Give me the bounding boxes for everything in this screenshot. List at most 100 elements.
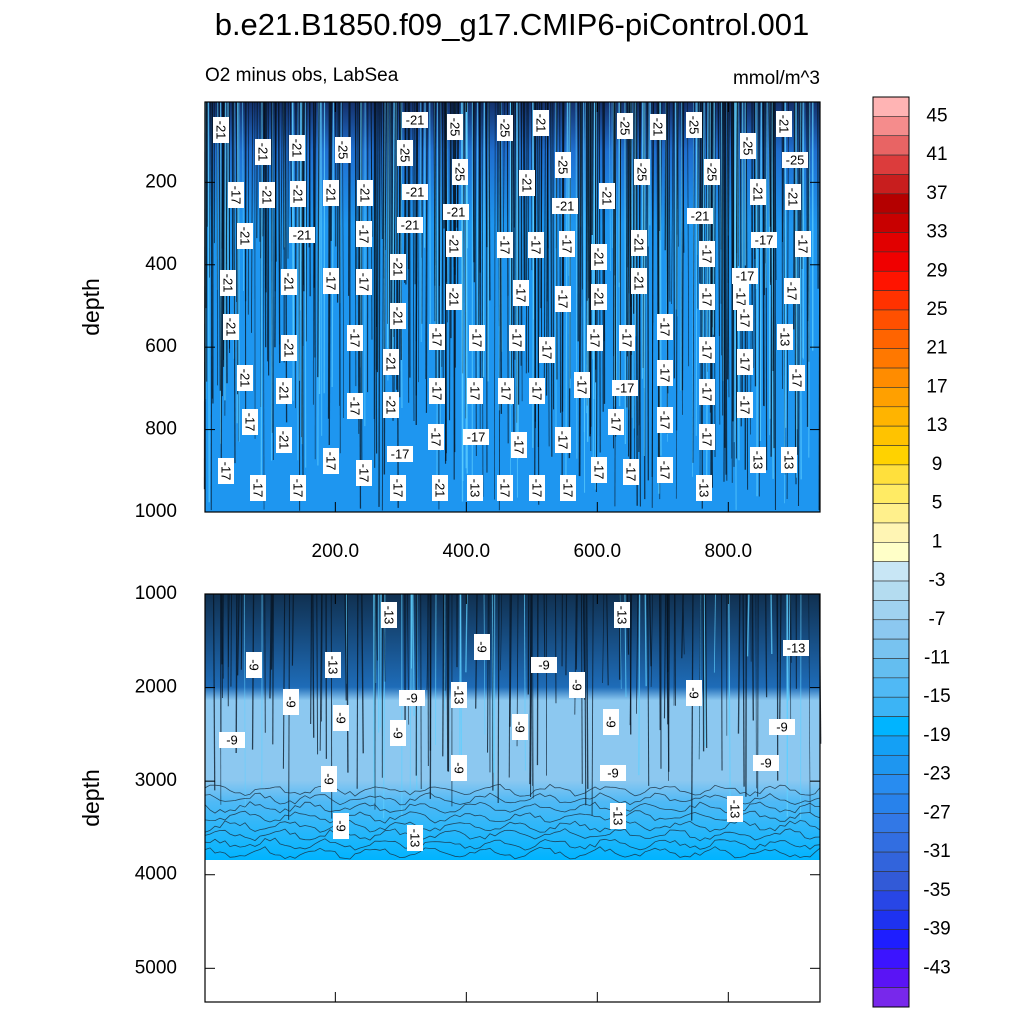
- colorbar-box: [873, 233, 909, 252]
- contour-label-group: -17: [608, 409, 624, 435]
- colorbar-label: -43: [923, 957, 950, 978]
- colorbar-label: -35: [923, 880, 950, 901]
- contour-label: -17: [324, 452, 339, 471]
- contour-label: -21: [224, 318, 239, 337]
- colorbar-label: -15: [923, 686, 950, 707]
- contour-label: -21: [406, 184, 425, 199]
- contour-line: [313, 594, 314, 738]
- y-tick-label: 800: [145, 419, 177, 440]
- colorbar-box: [873, 271, 909, 290]
- contour-label-group: -17: [555, 286, 571, 312]
- contour-label-group: -21: [289, 135, 305, 161]
- contour-line: [379, 102, 380, 507]
- contour-label: -17: [561, 479, 576, 498]
- contour-label-group: -21: [446, 284, 462, 310]
- colorbar-box: [873, 387, 909, 406]
- colorbar-box: [873, 852, 909, 871]
- contour-label: -17: [738, 396, 753, 415]
- contour-label: -17: [219, 462, 234, 481]
- contour-label: -13: [326, 656, 341, 675]
- contour-label: -17: [468, 382, 483, 401]
- colorbar-label: -11: [924, 648, 950, 669]
- contour-label: -9: [538, 657, 550, 672]
- contour-label: -25: [618, 117, 633, 136]
- contour-label: -21: [520, 174, 535, 193]
- contour-label-group: -21: [591, 284, 607, 310]
- contour-label: -17: [738, 353, 753, 372]
- contour-label: -21: [238, 369, 253, 388]
- contour-line: [357, 594, 358, 789]
- contour-label-group: -17: [356, 221, 372, 247]
- contour-label: -13: [728, 800, 743, 819]
- contour-label-group: -21: [259, 182, 275, 208]
- contour-label: -13: [382, 606, 397, 625]
- contour-label: -17: [498, 479, 513, 498]
- contour-line: [231, 594, 232, 687]
- contour-label: -9: [322, 773, 337, 785]
- contour-line: [273, 594, 274, 744]
- contour-label-group: -17: [356, 460, 372, 486]
- contour-line: [660, 594, 661, 730]
- x-tick-label: 800.0: [705, 541, 753, 562]
- colorbar-box: [873, 988, 909, 1007]
- colorbar-box: [873, 155, 909, 174]
- contour-label-group: -9: [686, 680, 702, 706]
- contour-label: -17: [530, 382, 545, 401]
- contour-label: -25: [556, 156, 571, 175]
- contour-label: -21: [358, 184, 373, 203]
- contour-label: -17: [467, 429, 486, 444]
- contour-label-group: -17: [737, 392, 753, 418]
- contour-label: -17: [540, 341, 555, 360]
- contour-line: [553, 102, 554, 409]
- contour-label-group: -17: [623, 459, 639, 485]
- colorbar-box: [873, 639, 909, 658]
- contour-label: -17: [348, 397, 363, 416]
- contour-label: -21: [651, 118, 666, 137]
- contour-label-group: -21: [390, 254, 406, 280]
- contour-label-group: -17: [737, 349, 753, 375]
- contour-line: [528, 594, 529, 694]
- contour-label-group: -17: [699, 284, 715, 310]
- contour-label: -17: [620, 329, 635, 348]
- contour-label: -17: [796, 235, 811, 254]
- contour-line: [306, 102, 307, 341]
- contour-label-group: -17: [699, 424, 715, 450]
- colorbar-box: [873, 833, 909, 852]
- contour-label: -21: [277, 431, 292, 450]
- contour-label: -17: [790, 369, 805, 388]
- colorbar-box: [873, 213, 909, 232]
- contour-label-group: -17: [657, 314, 673, 340]
- contour-label-group: -21: [750, 179, 766, 205]
- contour-label: -17: [430, 382, 445, 401]
- colorbar-label: 29: [926, 260, 947, 281]
- contour-label: -17: [700, 428, 715, 447]
- contour-label-group: -21: [237, 223, 253, 249]
- contour-label-group: -17: [356, 269, 372, 295]
- contour-label: -17: [609, 413, 624, 432]
- contour-label-group: -9: [333, 705, 349, 731]
- contour-label-group: -17: [751, 232, 777, 248]
- colorbar-label: -3: [929, 570, 946, 591]
- contour-label: -21: [324, 184, 339, 203]
- contour-label-group: -17: [591, 457, 607, 483]
- contour-label: -17: [700, 288, 715, 307]
- contour-label-group: -25: [617, 113, 633, 139]
- contour-label: -13: [697, 479, 712, 498]
- contour-label-group: -9: [399, 690, 425, 706]
- contour-label: -21: [632, 272, 647, 291]
- contour-label-group: -17: [732, 268, 758, 284]
- y-tick-label: 5000: [135, 957, 177, 978]
- contour-label: -17: [429, 428, 444, 447]
- contour-label-group: -13: [614, 602, 630, 628]
- contour-label: -9: [604, 716, 619, 728]
- contour-line: [660, 102, 661, 456]
- subtitle: O2 minus obs, LabSea: [205, 65, 399, 86]
- contour-label: -9: [391, 727, 406, 739]
- contour-label: -17: [391, 479, 406, 498]
- contour-label-group: -21: [281, 335, 297, 361]
- colorbar-label: 13: [926, 415, 947, 436]
- colorbar-box: [873, 930, 909, 949]
- contour-label: -17: [658, 461, 673, 480]
- contour-label: -25: [687, 116, 702, 135]
- contour-label-group: -13: [381, 602, 397, 628]
